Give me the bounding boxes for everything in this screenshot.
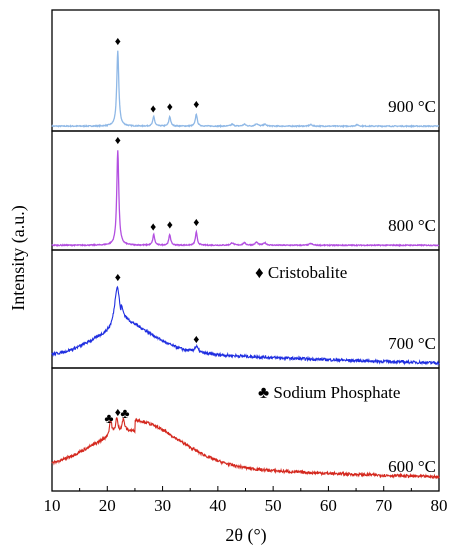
sodium-phosphate-marker: ♣	[120, 407, 129, 422]
x-axis-label: 2θ (°)	[225, 525, 266, 546]
x-tick-label: 20	[99, 496, 116, 515]
x-tick-label: 10	[44, 496, 61, 515]
panel-900c: ♦ ♦ ♦ ♦ 900 °C	[51, 9, 440, 132]
panel-800c: ♦ ♦ ♦ ♦ 800 °C	[51, 130, 440, 251]
cristobalite-marker: ♦	[115, 34, 121, 48]
cristobalite-marker: ♦	[193, 215, 199, 229]
x-tick-label: 40	[209, 496, 226, 515]
panel-frame	[51, 249, 440, 369]
x-tick-label: 30	[154, 496, 171, 515]
panel-frame	[51, 9, 440, 132]
panel-frame	[51, 130, 440, 251]
temperature-label: 600 °C	[388, 457, 436, 476]
x-tick-label: 50	[265, 496, 282, 515]
y-axis-label: Intensity (a.u.)	[8, 205, 29, 310]
cristobalite-marker: ♦	[193, 97, 199, 111]
cristobalite-marker: ♦	[115, 405, 121, 419]
temperature-label: 700 °C	[388, 334, 436, 353]
temperature-label: 800 °C	[388, 216, 436, 235]
x-axis: 10 20 30 40 50 60 70 80	[44, 486, 448, 515]
cristobalite-marker: ♦	[150, 220, 156, 234]
cristobalite-marker: ♦	[150, 101, 156, 115]
xrd-curve	[51, 285, 440, 366]
legend-entry: ♣ Sodium Phosphate	[258, 383, 400, 402]
x-tick-label: 70	[375, 496, 392, 515]
panel-700c: ♦ ♦ 700 °C	[51, 249, 440, 369]
cristobalite-marker: ♦	[167, 99, 173, 113]
xrd-curve	[51, 50, 440, 129]
sodium-phosphate-marker: ♣	[104, 412, 113, 427]
x-tick-label: 60	[320, 496, 337, 515]
xrd-curve	[51, 416, 440, 480]
panels-group: ♦♦ ♦ ♦ 900 °C♦♦ ♦ ♦ 800 °C♦♦ 700 °C♣ ♦ ♣600 °C♦ C…	[51, 9, 440, 492]
temperature-label: 900 °C	[388, 97, 436, 116]
legend-entry: ♦ Cristobalite	[255, 263, 347, 282]
xrd-curve	[51, 150, 440, 248]
cristobalite-marker: ♦	[193, 332, 199, 346]
cristobalite-marker: ♦	[115, 133, 121, 147]
cristobalite-marker: ♦	[115, 270, 121, 284]
cristobalite-marker: ♦	[167, 217, 173, 231]
x-tick-label: 80	[431, 496, 448, 515]
